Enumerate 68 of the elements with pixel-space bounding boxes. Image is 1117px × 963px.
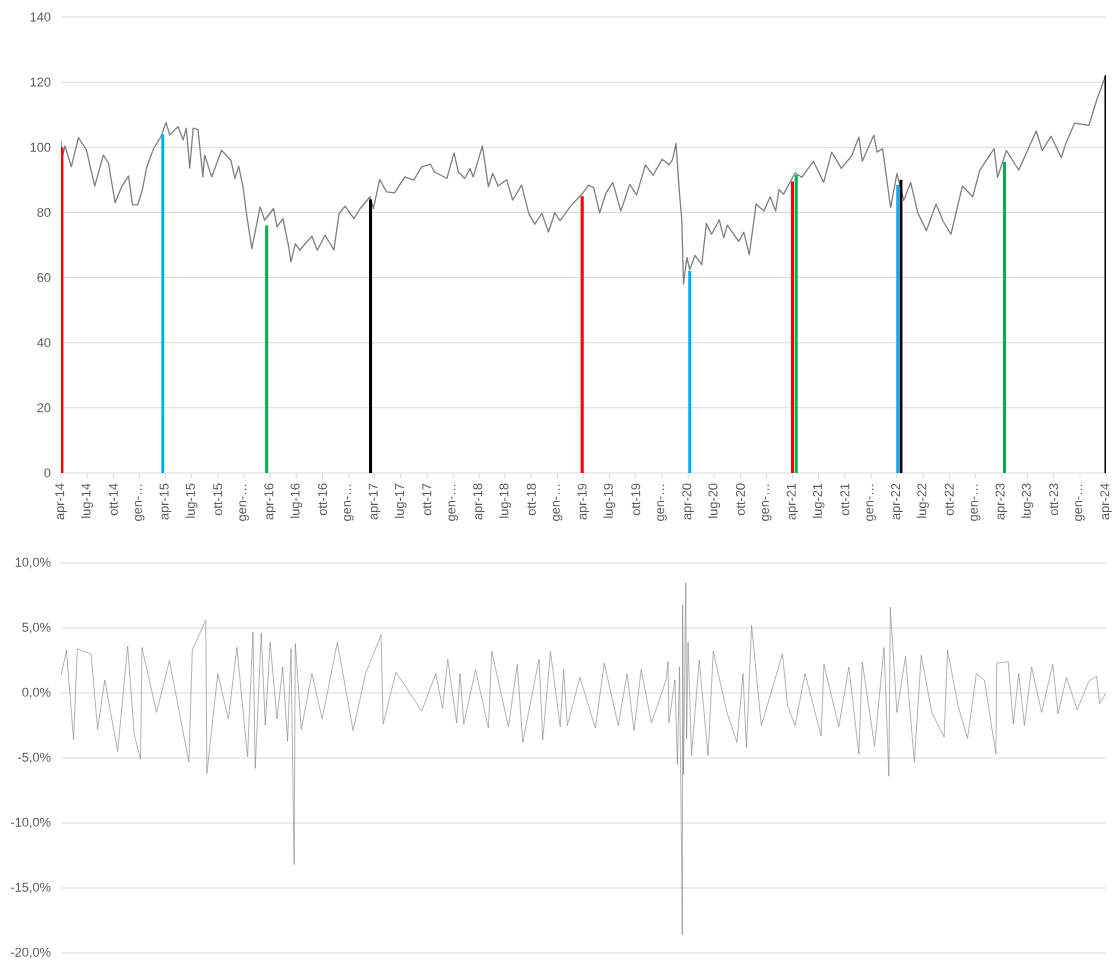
bar: [794, 174, 798, 473]
y-tick-label: 60: [37, 273, 51, 283]
x-tick-label: lug-14: [81, 483, 93, 518]
x-tick-label: gen-…: [866, 484, 876, 521]
x-tick-label: apr-18: [473, 483, 485, 520]
x-tick-label: gen-…: [552, 484, 563, 521]
y-tick-label: 20: [37, 403, 51, 413]
y-tick-label: 120: [30, 77, 51, 87]
y-tick-label: 0: [44, 468, 51, 478]
x-tick-label: apr-22: [891, 483, 903, 520]
x-tick-label: ott-16: [317, 483, 327, 516]
line-series: [61, 582, 1107, 936]
y-tick-label: 80: [37, 207, 51, 217]
x-tick-label: ott-17: [422, 483, 432, 516]
x-tick-label: lug-22: [916, 483, 929, 518]
x-tick-label: lug-18: [499, 483, 511, 518]
x-tick-label: ott-21: [840, 483, 850, 516]
bar: [1002, 161, 1006, 473]
x-tick-label: apr-24: [1100, 483, 1112, 520]
x-tick-label: gen-…: [134, 484, 145, 521]
x-tick-label: gen-…: [657, 484, 667, 521]
bar: [1104, 75, 1107, 473]
bar: [369, 199, 373, 473]
x-tick-label: lug-15: [185, 483, 198, 518]
bar: [790, 181, 795, 473]
y-tick-label: 0,0%: [22, 687, 51, 699]
x-tick-label: apr-16: [264, 483, 276, 520]
y-tick-label: 5,0%: [22, 622, 51, 634]
y-tick-label: 10,0%: [15, 557, 51, 569]
y-tick-label: -10,0%: [10, 817, 51, 829]
x-tick-label: lug-17: [394, 483, 407, 518]
x-tick-label: gen-…: [970, 484, 981, 521]
y-tick-label: -5,0%: [18, 752, 51, 764]
x-tick-label: ott-14: [108, 483, 118, 516]
x-tick-label: gen-…: [448, 484, 458, 521]
x-tick-label: apr-17: [368, 483, 381, 520]
x-tick-label: lug-23: [1021, 483, 1034, 518]
y-tick-label: -20,0%: [10, 947, 51, 959]
x-tick-label: apr-19: [577, 483, 590, 520]
x-tick-label: ott-20: [735, 483, 745, 516]
x-tick-label: ott-22: [944, 483, 954, 516]
x-tick-label: gen-…: [1075, 484, 1085, 521]
x-tick-label: lug-21: [812, 483, 825, 518]
bar: [161, 134, 165, 473]
x-tick-label: apr-20: [682, 483, 694, 520]
x-tick-label: gen-…: [344, 484, 354, 521]
y-tick-label: 100: [30, 142, 51, 152]
x-tick-label: apr-21: [786, 483, 799, 520]
x-tick-label: ott-15: [213, 483, 223, 516]
line-series: [61, 73, 1107, 285]
x-tick-label: apr-14: [55, 483, 67, 520]
bar: [688, 271, 692, 473]
x-tick-label: gen-…: [239, 484, 249, 521]
x-tick-label: apr-15: [159, 483, 172, 520]
x-tick-label: ott-19: [631, 483, 641, 516]
y-tick-label: 140: [30, 12, 51, 22]
x-tick-label: gen-…: [761, 484, 772, 521]
bar: [896, 184, 900, 473]
y-tick-label: 40: [37, 338, 51, 348]
bar: [265, 225, 269, 473]
y-tick-label: -15,0%: [10, 882, 51, 894]
x-tick-label: lug-20: [708, 483, 721, 518]
x-tick-label: ott-23: [1049, 483, 1059, 516]
x-tick-label: apr-23: [995, 483, 1008, 520]
x-tick-label: lug-16: [290, 483, 303, 518]
x-tick-label: ott-18: [526, 483, 536, 516]
x-tick-label: lug-19: [603, 483, 616, 518]
bar: [580, 196, 584, 473]
